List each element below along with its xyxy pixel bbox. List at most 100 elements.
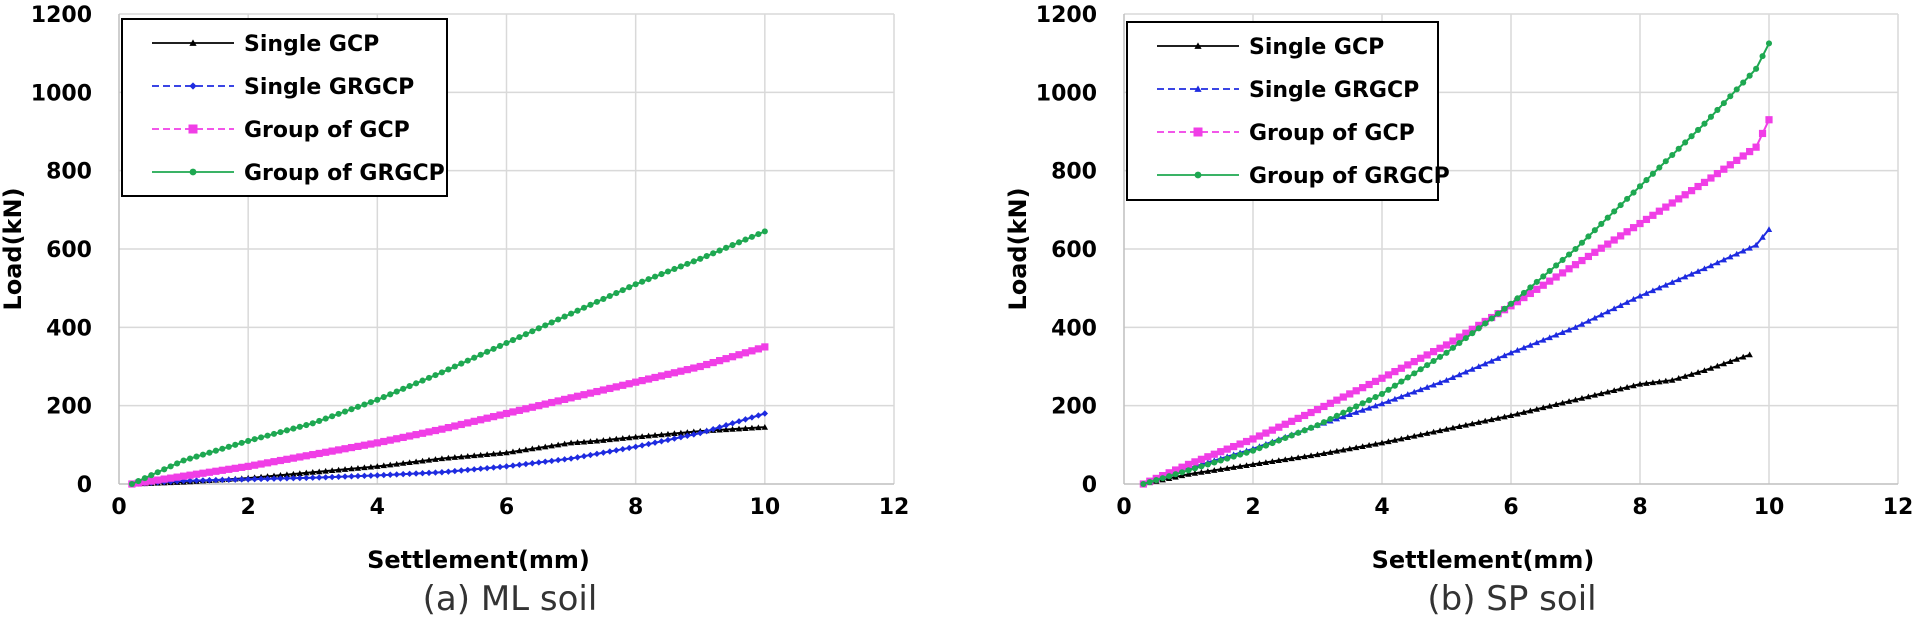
data-point [606, 384, 614, 393]
data-point [1346, 406, 1353, 413]
data-point [1559, 256, 1566, 264]
y-tick-label: 1200 [31, 3, 92, 28]
data-point [354, 442, 362, 450]
data-point [1469, 366, 1476, 372]
data-point [412, 470, 420, 477]
legend-box [1126, 21, 1439, 201]
data-point [1688, 270, 1695, 277]
data-point [464, 466, 471, 474]
data-point [373, 439, 381, 447]
data-point [1424, 362, 1431, 369]
data-point [696, 362, 704, 371]
data-point [1249, 461, 1257, 467]
data-point [593, 298, 600, 305]
data-point [574, 439, 581, 445]
data-point [1649, 170, 1656, 177]
data-point [1359, 406, 1366, 413]
data-point [1662, 281, 1669, 288]
data-point [406, 432, 414, 440]
data-point [347, 443, 356, 452]
data-point [374, 463, 381, 469]
data-point [1514, 410, 1521, 417]
data-point [587, 438, 594, 444]
data-point [555, 316, 562, 323]
data-point [309, 469, 316, 475]
data-point [1546, 267, 1553, 274]
data-point [502, 409, 511, 418]
data-point [1320, 450, 1328, 457]
data-point [1224, 455, 1231, 462]
data-point [341, 473, 349, 480]
data-point [1385, 438, 1392, 445]
data-point [1746, 351, 1753, 358]
legend: Single GCP Single GRGCP Group of GCP Group … [121, 18, 448, 197]
data-point [1353, 403, 1360, 410]
data-point [1243, 462, 1250, 468]
data-point [1288, 455, 1295, 462]
data-point [1249, 435, 1257, 443]
data-point [1520, 289, 1527, 296]
data-point [425, 456, 433, 463]
data-point [1501, 305, 1508, 312]
data-point [748, 233, 755, 240]
data-point [1269, 440, 1276, 447]
data-point [1688, 133, 1695, 140]
data-point [664, 370, 672, 378]
data-point [1301, 427, 1308, 434]
data-point [263, 459, 272, 467]
data-point [664, 430, 672, 437]
data-point [1320, 402, 1328, 411]
y-tick-label: 800 [1051, 160, 1097, 185]
data-point [1636, 292, 1644, 299]
data-point [535, 444, 542, 451]
data-point [400, 385, 407, 392]
data-point [1701, 120, 1708, 127]
x-tick-label: 0 [1116, 495, 1131, 520]
legend-swatch-marker [1194, 85, 1202, 92]
legend-label: Single GCP [1249, 35, 1384, 60]
data-point [1675, 375, 1682, 381]
data-point [593, 387, 601, 396]
data-point [1740, 79, 1747, 86]
data-point [264, 432, 271, 439]
data-point [651, 432, 659, 438]
data-point [1307, 452, 1315, 459]
data-point [1585, 317, 1592, 324]
data-point [154, 476, 162, 484]
data-point [645, 432, 652, 439]
data-point [192, 470, 201, 478]
data-point [1314, 451, 1321, 458]
data-point [1546, 402, 1553, 409]
data-point [509, 448, 517, 455]
data-point [1372, 394, 1379, 401]
y-tick-label: 400 [46, 316, 92, 341]
data-point [1533, 339, 1540, 346]
data-point [1520, 293, 1528, 302]
data-point [315, 449, 323, 458]
data-point [1507, 412, 1515, 419]
data-point [1527, 284, 1534, 291]
data-point [238, 439, 245, 446]
data-point [1191, 458, 1199, 466]
data-point [1655, 207, 1663, 215]
y-tick-label: 200 [1051, 395, 1097, 420]
data-point [754, 345, 762, 353]
data-point [1636, 219, 1644, 228]
data-point [671, 430, 678, 437]
data-point [1482, 417, 1489, 424]
data-point [380, 394, 387, 401]
data-point [1204, 461, 1211, 468]
data-point [1288, 417, 1296, 425]
data-point [471, 466, 478, 473]
data-point [1398, 378, 1405, 385]
data-point [1314, 422, 1321, 429]
data-point [167, 474, 175, 482]
data-point [697, 429, 704, 437]
data-point [212, 467, 220, 475]
data-point [644, 375, 653, 383]
data-point [658, 271, 665, 278]
data-point [458, 467, 465, 474]
data-point [1327, 449, 1334, 455]
data-point [374, 396, 381, 403]
